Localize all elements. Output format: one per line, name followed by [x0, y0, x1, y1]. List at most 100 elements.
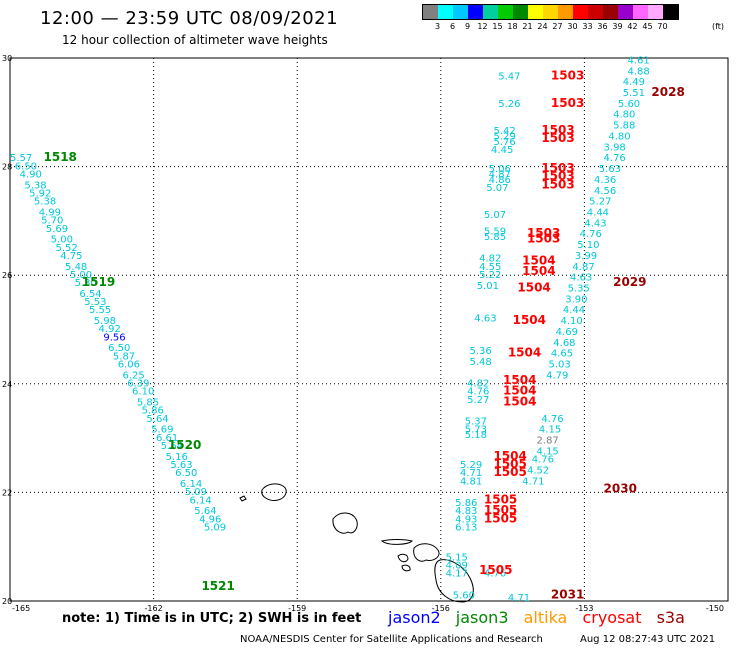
- wave-height-value: 4.15: [539, 425, 561, 436]
- wave-height-value: 4.87: [489, 169, 511, 180]
- wave-height-value: 6.39: [127, 379, 149, 390]
- wave-height-value: 4.76: [532, 455, 554, 466]
- wave-height-value: 4.55: [479, 262, 501, 273]
- legend-jason2: jason2: [388, 608, 441, 627]
- colorbar-swatch: [543, 5, 558, 19]
- wave-height-value: 3.90: [565, 294, 587, 305]
- wave-height-value: 5.09: [204, 522, 226, 533]
- wave-height-value: 5.03: [549, 360, 571, 371]
- pass-number-label: 1503: [541, 123, 574, 137]
- wave-height-value: 4.43: [584, 218, 606, 229]
- wave-height-value: 5.53: [84, 297, 106, 308]
- wave-height-values: 5.576.504.905.385.925.384.995.705.695.00…: [10, 55, 650, 604]
- wave-height-value: 4.69: [556, 327, 578, 338]
- wave-height-value: 5.26: [498, 99, 520, 110]
- wave-height-value: 4.68: [553, 338, 575, 349]
- wave-height-value: 6.13: [455, 522, 477, 533]
- colorbar-tick-labels: 3 6 9 12 15 18 21 24 27 30 33 36 39 42 45 70: [422, 22, 679, 31]
- wave-height-value: 5.57: [10, 153, 32, 164]
- pass-number-label: 1503: [541, 177, 574, 191]
- colorbar-swatch: [498, 5, 513, 19]
- wave-height-value: 5.37: [465, 417, 487, 428]
- wave-height-value: 6.10: [132, 387, 154, 398]
- island-oahu: [332, 512, 358, 534]
- wave-height-value: 4.80: [613, 110, 635, 121]
- wave-height-value: 5.98: [94, 316, 116, 327]
- pass-number-label: 1503: [551, 96, 584, 110]
- wave-height-value: 5.07: [484, 210, 506, 221]
- island-molokai: [380, 539, 413, 545]
- island-lanai: [397, 553, 409, 563]
- wave-height-value: 5.01: [477, 281, 499, 292]
- wave-height-value: 5.51: [623, 88, 645, 99]
- colorbar-swatch: [603, 5, 618, 19]
- wave-height-value: 4.44: [587, 207, 609, 218]
- map-gridlines: [10, 58, 728, 601]
- x-tick-label: -159: [288, 604, 306, 613]
- wave-height-value: 5.64: [161, 441, 183, 452]
- wave-height-value: 6.50: [175, 468, 197, 479]
- x-tick-label: -153: [575, 604, 593, 613]
- pass-number-label: 1504: [522, 253, 555, 267]
- colorbar-swatch: [423, 5, 438, 19]
- wave-height-value: 4.71: [508, 593, 530, 604]
- wave-height-value: 6.06: [118, 360, 140, 371]
- colorbar-tick: 36: [597, 22, 608, 31]
- wave-height-value: 4.79: [546, 370, 568, 381]
- colorbar-tick: 3: [434, 22, 441, 31]
- wave-height-value: 2.87: [537, 436, 559, 447]
- colorbar-tick: 27: [552, 22, 563, 31]
- pass-number-label: 1503: [551, 69, 584, 83]
- wave-height-value: 4.99: [39, 207, 61, 218]
- wave-height-value: 6.14: [190, 495, 212, 506]
- pass-number-label: 1504: [522, 264, 555, 278]
- wave-height-value: 5.70: [41, 216, 63, 227]
- wave-height-value: 4.63: [570, 273, 592, 284]
- colorbar-swatch: [483, 5, 498, 19]
- pass-number-label: 1503: [527, 232, 560, 246]
- wave-height-value: 6.61: [156, 433, 178, 444]
- colorbar-swatch: [528, 5, 543, 19]
- wave-height-value: 5.48: [65, 262, 87, 273]
- wave-height-value: 4.76: [484, 569, 506, 580]
- wave-height-value: 5.07: [486, 183, 508, 194]
- wave-height-value: 4.65: [551, 349, 573, 360]
- island-small: [239, 495, 247, 502]
- wave-height-value: 5.29: [460, 460, 482, 471]
- wave-height-value: 6.25: [122, 370, 144, 381]
- legend-altika: altika: [523, 608, 568, 627]
- wave-height-value: 5.42: [493, 126, 515, 137]
- pass-number-label: 2030: [604, 481, 637, 495]
- wave-height-value: 5.87: [113, 351, 135, 362]
- wave-height-value: 5.64: [194, 506, 216, 517]
- colorbar-tick: 39: [612, 22, 623, 31]
- pass-number-label: 1504: [513, 313, 546, 327]
- hawaii-islands: [239, 483, 474, 603]
- map-title: 12:00 — 23:59 UTC 08/09/2021: [40, 8, 339, 29]
- wave-height-value: 4.96: [199, 514, 221, 525]
- wave-height-value: 5.69: [46, 224, 68, 235]
- wave-height-value: 4.81: [460, 476, 482, 487]
- wave-height-value: 4.15: [537, 446, 559, 457]
- wave-height-value: 4.88: [627, 66, 649, 77]
- colorbar-swatch: [588, 5, 603, 19]
- pass-number-label: 1503: [541, 131, 574, 145]
- wave-height-value: 5.38: [24, 180, 46, 191]
- wave-height-value: 4.90: [20, 169, 42, 180]
- legend-jason3: jason3: [455, 608, 509, 627]
- map-frame: [9, 57, 729, 602]
- wave-height-value: 5.64: [146, 414, 168, 425]
- wave-height-value: 4.80: [608, 131, 630, 142]
- legend-s3a: s3a: [656, 608, 685, 627]
- island-niihau-kauai: [261, 483, 287, 501]
- wave-height-value: 5.16: [166, 452, 188, 463]
- wave-height-value: 4.93: [455, 514, 477, 525]
- wave-height-value: 5.27: [467, 395, 489, 406]
- pass-number-label: 1518: [44, 150, 77, 164]
- credit-line: NOAA/NESDIS Center for Satellite Applica…: [240, 634, 543, 645]
- wave-height-value: 5.27: [589, 197, 611, 208]
- wave-height-value: 4.10: [560, 316, 582, 327]
- y-tick-label: 30: [2, 54, 12, 63]
- wave-height-value: 3.99: [575, 251, 597, 262]
